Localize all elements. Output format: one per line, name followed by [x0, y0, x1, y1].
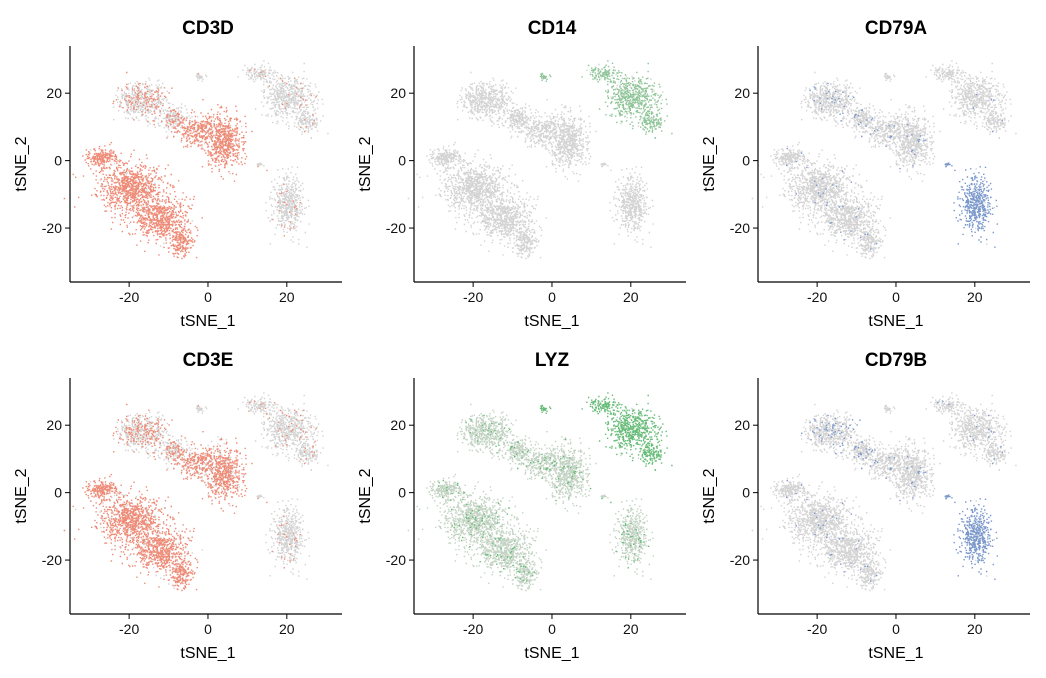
x-tick-label: 0: [548, 621, 556, 637]
x-axis-title: tSNE_1: [524, 645, 579, 662]
low-expression-points: [89, 60, 329, 252]
panel-lyz: LYZ -20 0 20 20 0 -20 tSNE_1 tSNE_2: [357, 350, 686, 662]
scatter-points: [63, 392, 329, 592]
y-axis-title: tSNE_2: [13, 468, 30, 523]
y-tick-label: 20: [46, 85, 62, 101]
y-tick-label: -20: [730, 552, 750, 568]
x-tick-label: -20: [119, 289, 139, 305]
panel-title: CD3D: [182, 18, 234, 39]
panel-cd79b: CD79B -20 0 20 20 0 -20 tSNE_1 tSNE_2: [701, 350, 1030, 662]
x-tick-label: 20: [623, 621, 639, 637]
y-tick-label: -20: [42, 220, 62, 236]
y-tick-label: 20: [46, 417, 62, 433]
x-tick-label: 0: [892, 289, 900, 305]
x-tick-label: -20: [807, 289, 827, 305]
panel-title: CD79A: [865, 18, 928, 39]
x-axis-title: tSNE_1: [180, 645, 235, 662]
x-tick-label: -20: [119, 621, 139, 637]
scatter-points: [751, 60, 1017, 260]
low-expression-points: [407, 63, 664, 260]
scatter-points: [407, 392, 673, 592]
x-tick-label: 20: [279, 621, 295, 637]
y-tick-label: 0: [54, 153, 62, 169]
x-axis-title: tSNE_1: [868, 645, 923, 662]
y-axis-title: tSNE_2: [13, 136, 30, 191]
low-expression-points: [407, 403, 656, 592]
scatter-points: [751, 392, 1017, 592]
x-tick-label: 0: [892, 621, 900, 637]
y-tick-label: -20: [730, 220, 750, 236]
x-axis-title: tSNE_1: [180, 313, 235, 330]
high-expression-points: [539, 60, 673, 139]
x-tick-label: 20: [623, 289, 639, 305]
panel-cd3d: CD3D -20 0 20 20 0 -20 tSNE_1 tSNE_2: [13, 18, 342, 330]
panel-cd79a: CD79A -20 0 20 20 0 -20 tSNE_1 tSNE_2: [701, 18, 1030, 330]
high-expression-points: [785, 400, 1003, 582]
x-tick-label: 0: [204, 289, 212, 305]
panel-cd3e: CD3E -20 0 20 20 0 -20 tSNE_1 tSNE_2: [13, 350, 342, 662]
panel-cd14: CD14 -20 0 20 20 0 -20 tSNE_1 tSNE_2: [357, 18, 686, 330]
y-tick-label: 20: [734, 85, 750, 101]
x-axis-title: tSNE_1: [524, 313, 579, 330]
panel-title: LYZ: [535, 350, 570, 371]
y-axis-title: tSNE_2: [701, 468, 718, 523]
x-tick-label: 0: [548, 289, 556, 305]
x-tick-label: -20: [807, 621, 827, 637]
y-tick-label: 0: [398, 153, 406, 169]
panel-title: CD79B: [865, 350, 927, 371]
panel-title: CD3E: [183, 350, 234, 371]
high-expression-points: [785, 82, 1003, 250]
y-axis-title: tSNE_2: [357, 136, 374, 191]
x-tick-label: 20: [967, 289, 983, 305]
y-tick-label: 0: [54, 485, 62, 501]
y-axis-title: tSNE_2: [701, 136, 718, 191]
y-tick-label: -20: [42, 552, 62, 568]
low-expression-points: [751, 60, 1017, 260]
y-tick-label: 0: [742, 485, 750, 501]
y-tick-label: 20: [734, 417, 750, 433]
scatter-points: [407, 60, 673, 260]
x-axis-title: tSNE_1: [868, 313, 923, 330]
y-tick-label: 20: [390, 85, 406, 101]
y-tick-label: 20: [390, 417, 406, 433]
x-tick-label: 20: [279, 289, 295, 305]
scatter-points: [63, 60, 329, 260]
low-expression-points: [75, 392, 329, 589]
y-tick-label: 0: [398, 485, 406, 501]
x-tick-label: -20: [463, 289, 483, 305]
low-expression-points: [751, 392, 1017, 592]
panel-title: CD14: [528, 18, 577, 39]
y-axis-title: tSNE_2: [357, 468, 374, 523]
x-tick-label: -20: [463, 621, 483, 637]
y-tick-label: -20: [386, 220, 406, 236]
y-tick-label: 0: [742, 153, 750, 169]
x-tick-label: 20: [967, 621, 983, 637]
y-tick-label: -20: [386, 552, 406, 568]
x-tick-label: 0: [204, 621, 212, 637]
